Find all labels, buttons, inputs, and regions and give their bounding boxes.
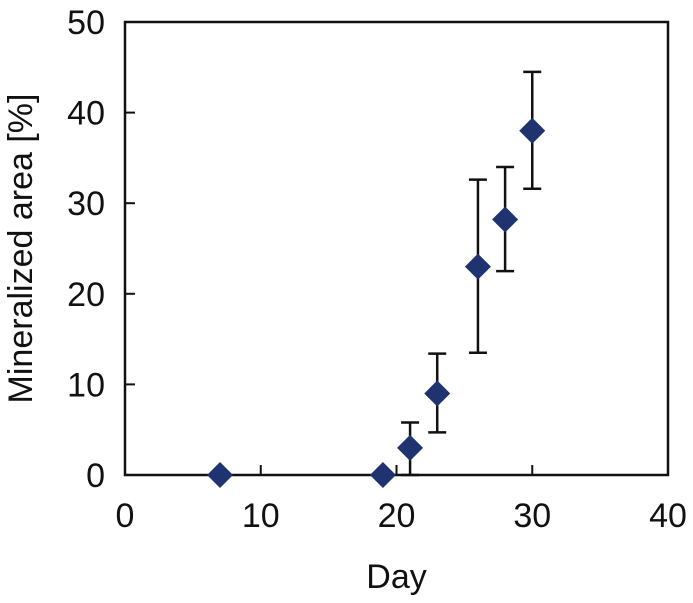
- x-tick-label: 0: [116, 497, 135, 535]
- data-point: [397, 434, 424, 461]
- data-markers: [207, 117, 546, 488]
- data-point: [519, 117, 546, 144]
- x-axis-label: Day: [366, 558, 426, 596]
- plot-frame: [123, 20, 670, 477]
- data-point: [369, 462, 396, 488]
- x-tick-label: 10: [242, 497, 280, 535]
- data-point: [207, 462, 234, 488]
- y-tick-label: 20: [67, 276, 105, 314]
- data-point: [424, 380, 451, 407]
- error-bars: [401, 70, 542, 477]
- x-tick-label: 40: [649, 497, 687, 535]
- y-axis-ticks: 0 10 20 30 40 50: [67, 4, 135, 495]
- y-tick-label: 50: [67, 4, 105, 42]
- y-tick-label: 0: [86, 457, 105, 495]
- y-tick-label: 10: [67, 366, 105, 404]
- y-tick-label: 30: [67, 185, 105, 223]
- y-tick-label: 40: [67, 95, 105, 133]
- x-axis-ticks: 0 10 20 30 40: [116, 465, 687, 535]
- x-tick-label: 20: [378, 497, 416, 535]
- data-point: [464, 253, 491, 280]
- data-point: [492, 206, 519, 233]
- y-axis-label: Mineralized area [%]: [2, 94, 40, 404]
- x-tick-label: 30: [513, 497, 551, 535]
